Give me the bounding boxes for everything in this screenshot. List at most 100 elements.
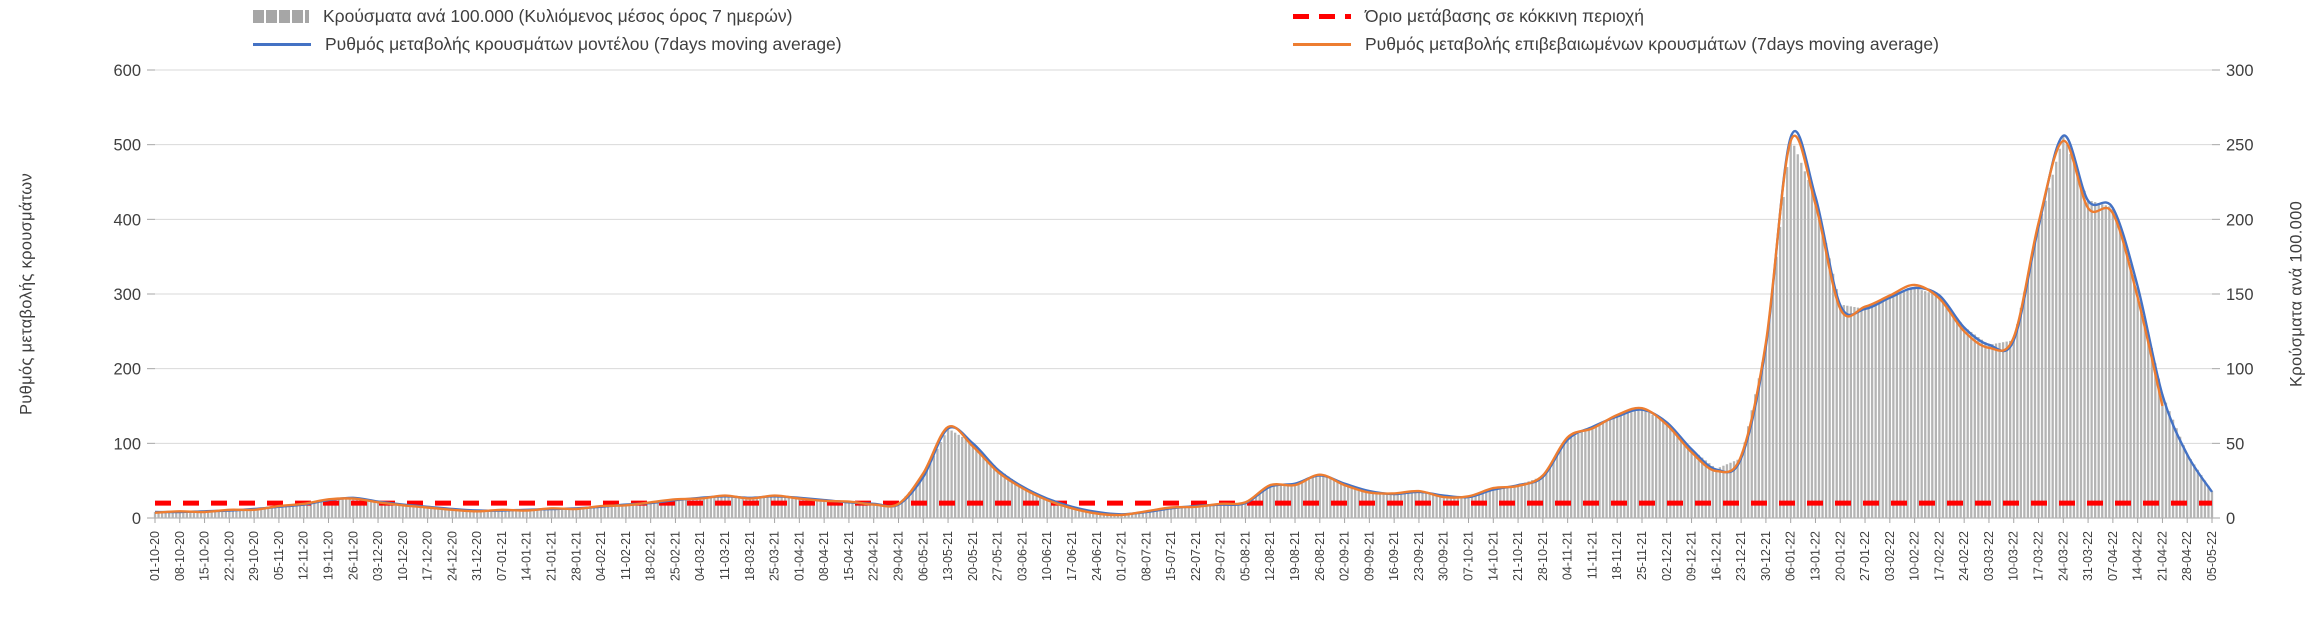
svg-text:29-10-20: 29-10-20 — [247, 531, 261, 581]
svg-text:06-01-22: 06-01-22 — [1784, 531, 1798, 581]
svg-text:50: 50 — [2226, 435, 2244, 453]
svg-text:01-10-20: 01-10-20 — [148, 531, 162, 581]
svg-text:17-03-22: 17-03-22 — [2032, 531, 2046, 581]
svg-text:300: 300 — [113, 286, 141, 304]
svg-text:28-04-22: 28-04-22 — [2180, 531, 2194, 581]
svg-text:08-07-21: 08-07-21 — [1139, 531, 1153, 581]
svg-text:29-07-21: 29-07-21 — [1214, 531, 1228, 581]
svg-text:15-10-20: 15-10-20 — [198, 531, 212, 581]
svg-text:22-10-20: 22-10-20 — [222, 531, 236, 581]
svg-text:28-10-21: 28-10-21 — [1536, 531, 1550, 581]
legend-item-cases-per-100k: Κρούσματα ανά 100.000 (Κυλιόμενος μέσος … — [253, 6, 793, 26]
svg-text:400: 400 — [113, 211, 141, 229]
svg-text:05-05-22: 05-05-22 — [2205, 531, 2219, 581]
svg-text:250: 250 — [2226, 137, 2254, 155]
legend-item-model-rate: Ρυθμός μεταβολής κρουσμάτων μοντέλου (7d… — [253, 34, 842, 54]
x-axis-labels: 01-10-20 08-10-20 15-10-20 22-10-20 29-10-20… — [148, 518, 2219, 581]
svg-text:04-02-21: 04-02-21 — [594, 531, 608, 581]
legend-item-red-threshold: Όριο μετάβασης σε κόκκινη περιοχή — [1293, 6, 1645, 26]
svg-text:17-12-20: 17-12-20 — [421, 531, 435, 581]
svg-text:03-02-22: 03-02-22 — [1883, 531, 1897, 581]
svg-text:06-05-21: 06-05-21 — [916, 531, 930, 581]
svg-text:600: 600 — [113, 62, 141, 80]
svg-text:300: 300 — [2226, 62, 2254, 80]
svg-text:23-09-21: 23-09-21 — [1412, 531, 1426, 581]
svg-text:14-04-22: 14-04-22 — [2131, 531, 2145, 581]
svg-text:200: 200 — [113, 361, 141, 379]
svg-text:30-12-21: 30-12-21 — [1759, 531, 1773, 581]
svg-text:10-12-20: 10-12-20 — [396, 531, 410, 581]
svg-text:29-04-21: 29-04-21 — [891, 531, 905, 581]
svg-text:23-12-21: 23-12-21 — [1734, 531, 1748, 581]
svg-text:0: 0 — [132, 510, 141, 528]
svg-text:24-12-20: 24-12-20 — [445, 531, 459, 581]
svg-text:21-01-21: 21-01-21 — [545, 531, 559, 581]
legend-label-red-threshold: Όριο μετάβασης σε κόκκινη περιοχή — [1365, 6, 1645, 26]
svg-text:26-08-21: 26-08-21 — [1313, 531, 1327, 581]
svg-text:12-08-21: 12-08-21 — [1263, 531, 1277, 581]
confirmed-rate-line — [154, 134, 2164, 517]
svg-text:13-01-22: 13-01-22 — [1808, 531, 1822, 581]
svg-text:11-02-21: 11-02-21 — [619, 531, 633, 580]
svg-text:100: 100 — [113, 435, 141, 453]
bars-series — [153, 135, 2214, 519]
svg-text:04-03-21: 04-03-21 — [693, 531, 707, 581]
svg-text:31-12-20: 31-12-20 — [470, 531, 484, 581]
svg-text:15-04-21: 15-04-21 — [842, 531, 856, 581]
svg-text:19-11-20: 19-11-20 — [321, 531, 335, 580]
svg-text:21-04-22: 21-04-22 — [2155, 531, 2169, 581]
svg-text:14-01-21: 14-01-21 — [520, 531, 534, 581]
svg-text:07-10-21: 07-10-21 — [1462, 531, 1476, 581]
svg-text:20-05-21: 20-05-21 — [966, 531, 980, 581]
svg-text:25-11-21: 25-11-21 — [1635, 531, 1649, 580]
svg-text:18-02-21: 18-02-21 — [644, 531, 658, 581]
svg-text:02-09-21: 02-09-21 — [1338, 531, 1352, 581]
svg-text:10-03-22: 10-03-22 — [2007, 531, 2021, 581]
svg-text:05-08-21: 05-08-21 — [1238, 531, 1252, 581]
red-dashed-line-legend-icon — [1293, 14, 1351, 20]
legend-item-confirmed-rate: Ρυθμός μεταβολής επιβεβαιωμένων κρουσμάτ… — [1293, 34, 1939, 54]
svg-text:15-07-21: 15-07-21 — [1164, 531, 1178, 581]
svg-text:24-02-22: 24-02-22 — [1957, 531, 1971, 581]
orange-line-legend-icon — [1293, 43, 1351, 47]
svg-text:24-03-22: 24-03-22 — [2056, 531, 2070, 581]
svg-text:12-11-20: 12-11-20 — [297, 531, 311, 580]
svg-text:24-06-21: 24-06-21 — [1090, 531, 1104, 581]
svg-text:07-04-22: 07-04-22 — [2106, 531, 2120, 581]
svg-text:01-07-21: 01-07-21 — [1115, 531, 1129, 581]
svg-text:22-07-21: 22-07-21 — [1189, 531, 1203, 581]
svg-text:10-06-21: 10-06-21 — [1040, 531, 1054, 581]
svg-text:0: 0 — [2226, 510, 2235, 528]
svg-text:03-03-22: 03-03-22 — [1982, 531, 1996, 581]
svg-text:09-09-21: 09-09-21 — [1362, 531, 1376, 581]
svg-text:17-02-22: 17-02-22 — [1932, 531, 1946, 581]
svg-text:28-01-21: 28-01-21 — [569, 531, 583, 581]
svg-text:01-04-21: 01-04-21 — [792, 531, 806, 581]
svg-text:25-03-21: 25-03-21 — [768, 531, 782, 581]
legend-label-cases-per-100k: Κρούσματα ανά 100.000 (Κυλιόμενος μέσος … — [323, 6, 793, 26]
svg-text:19-08-21: 19-08-21 — [1288, 531, 1302, 581]
svg-text:09-12-21: 09-12-21 — [1685, 531, 1699, 581]
svg-text:14-10-21: 14-10-21 — [1486, 531, 1500, 581]
svg-text:08-10-20: 08-10-20 — [173, 531, 187, 581]
legend-label-confirmed-rate: Ρυθμός μεταβολής επιβεβαιωμένων κρουσμάτ… — [1365, 34, 1939, 54]
svg-text:22-04-21: 22-04-21 — [867, 531, 881, 581]
svg-text:20-01-22: 20-01-22 — [1833, 531, 1847, 581]
svg-text:27-05-21: 27-05-21 — [991, 531, 1005, 581]
svg-text:26-11-20: 26-11-20 — [346, 531, 360, 580]
svg-text:21-10-21: 21-10-21 — [1511, 531, 1525, 581]
svg-text:30-09-21: 30-09-21 — [1437, 531, 1451, 581]
svg-text:05-11-20: 05-11-20 — [272, 531, 286, 580]
svg-text:08-04-21: 08-04-21 — [817, 531, 831, 581]
svg-text:500: 500 — [113, 137, 141, 155]
legend-label-model-rate: Ρυθμός μεταβολής κρουσμάτων μοντέλου (7d… — [325, 34, 842, 54]
svg-text:25-02-21: 25-02-21 — [668, 531, 682, 581]
svg-text:100: 100 — [2226, 361, 2254, 379]
svg-text:02-12-21: 02-12-21 — [1660, 531, 1674, 581]
svg-text:03-12-20: 03-12-20 — [371, 531, 385, 581]
svg-text:31-03-22: 31-03-22 — [2081, 531, 2095, 581]
svg-text:10-02-22: 10-02-22 — [1908, 531, 1922, 581]
svg-text:11-11-21: 11-11-21 — [1585, 531, 1599, 579]
